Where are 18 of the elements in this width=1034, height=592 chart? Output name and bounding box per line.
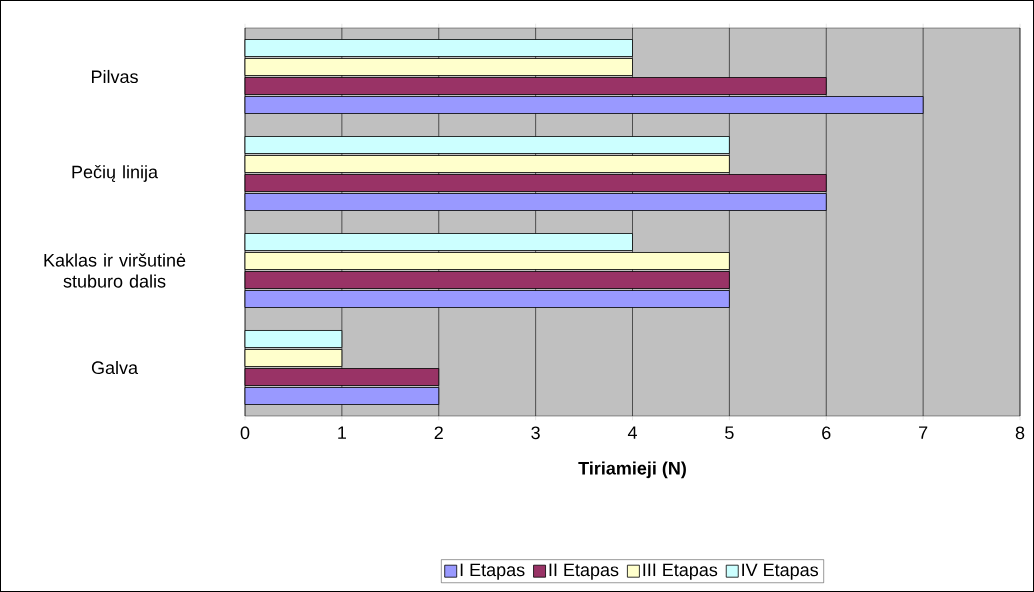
legend-label: II Etapas [549,563,619,580]
x-tick-label: 6 [822,426,831,440]
x-tick-label: 3 [531,426,540,440]
legend-label: IV Etapas [742,563,819,580]
y-tick-label: Galva [91,360,139,375]
x-tick-label: 2 [434,426,443,440]
x-axis-title: Tiriamieji (N) [578,461,686,479]
y-tick-label: Pilvas [92,69,138,84]
legend-label: III Etapas [643,563,718,580]
legend-label: I Etapas [460,563,525,580]
y-tick-label: Kaklas ir viršutinė stuburo dalis [44,253,186,288]
x-tick-label: 8 [1015,426,1025,440]
x-tick-label: 7 [919,426,928,439]
x-tick-label: 5 [725,426,734,440]
y-tick-label: Pečių linija [72,165,159,182]
x-tick-label: 4 [627,426,637,439]
x-tick-label: 1 [338,426,346,439]
x-tick-label: 0 [240,426,250,440]
